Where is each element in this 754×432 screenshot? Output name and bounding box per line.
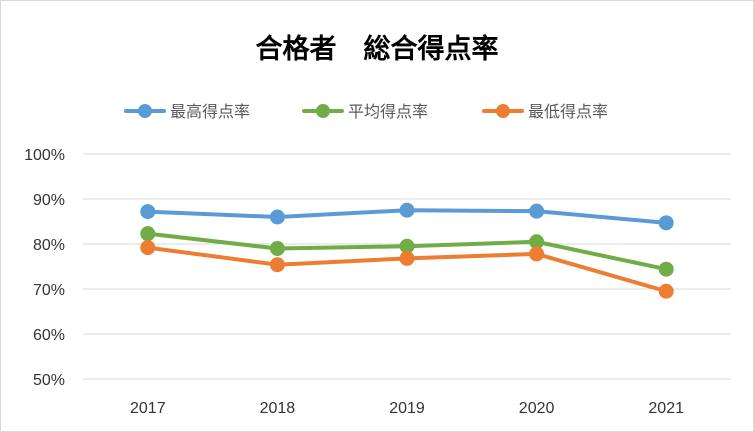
data-point — [269, 241, 285, 256]
x-tick-label: 2017 — [130, 400, 166, 417]
legend-swatch-marker — [496, 104, 510, 118]
y-tick-label: 70% — [33, 282, 65, 299]
y-tick-label: 60% — [33, 327, 65, 344]
chart-title: 合格者 総合得点率 — [256, 33, 499, 65]
legend-item: 平均得点率 — [302, 102, 428, 121]
legend-label: 最高得点率 — [170, 102, 250, 121]
data-point — [658, 215, 674, 231]
y-tick-label: 80% — [33, 237, 65, 254]
data-point — [399, 238, 415, 254]
legend-item: 最高得点率 — [124, 102, 250, 121]
data-point — [529, 246, 545, 262]
x-tick-label: 2019 — [389, 400, 425, 417]
legend-item: 最低得点率 — [482, 102, 608, 121]
y-tick-label: 50% — [33, 372, 65, 389]
data-point — [269, 257, 285, 273]
x-axis-ticks: 2017 2018 2019 2020 2021 — [130, 400, 684, 417]
data-point — [529, 234, 545, 250]
data-point — [269, 209, 285, 225]
data-point — [658, 261, 674, 277]
x-tick-label: 2018 — [260, 400, 296, 417]
legend-label: 平均得点率 — [348, 102, 428, 121]
y-tick-label: 100% — [24, 147, 65, 164]
data-point — [140, 226, 156, 242]
data-point — [658, 283, 674, 299]
data-point — [140, 204, 156, 220]
series-points — [140, 202, 674, 299]
gridlines — [83, 153, 731, 380]
y-axis-ticks: 100% 90% 80% 70% 60% 50% — [24, 147, 65, 389]
legend-label: 最低得点率 — [528, 102, 608, 121]
chart-legend: 最高得点率 平均得点率 最低得点率 — [124, 102, 608, 121]
legend-swatch-marker — [138, 104, 152, 118]
x-tick-label: 2020 — [519, 400, 555, 417]
legend-swatch-marker — [316, 104, 330, 118]
data-point — [399, 250, 415, 266]
data-point — [529, 203, 545, 219]
y-tick-label: 90% — [33, 192, 65, 209]
x-tick-label: 2021 — [648, 400, 684, 417]
data-point — [399, 202, 415, 218]
data-point — [140, 240, 156, 256]
